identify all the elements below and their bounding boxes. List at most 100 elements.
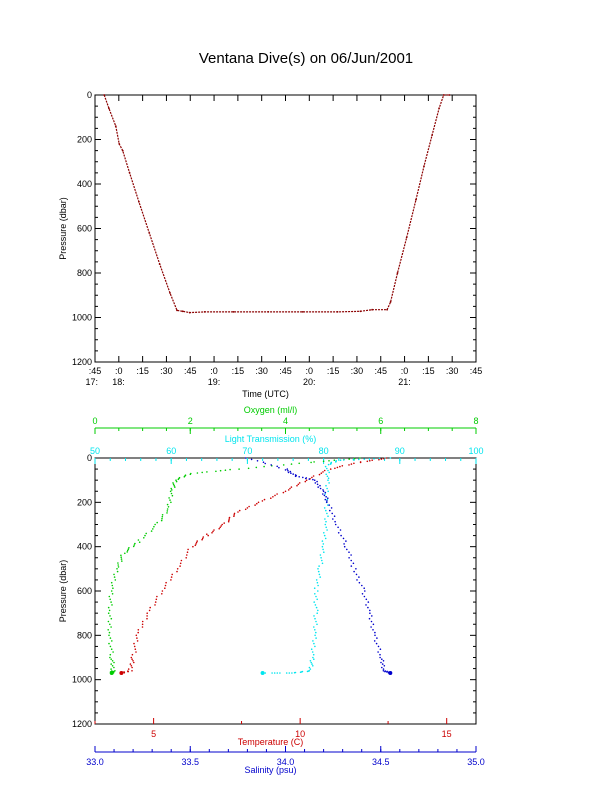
profile-data-point	[195, 543, 197, 545]
profile-data-point	[233, 514, 235, 516]
profile-data-point	[179, 562, 182, 565]
profile-data-point	[314, 593, 316, 595]
profile-data-point	[324, 491, 327, 494]
profile-data-point	[164, 587, 166, 589]
profile-data-point	[150, 530, 153, 532]
profile-data-point	[244, 508, 247, 511]
profile-data-point	[176, 570, 178, 573]
profile-data-point	[175, 480, 178, 483]
axis-tick-label: 5	[151, 729, 156, 739]
profile-data-point	[326, 498, 329, 501]
pressure-data-point	[103, 94, 106, 96]
profile-data-point	[116, 568, 118, 570]
profile-data-point	[227, 520, 230, 523]
profile-data-point	[382, 660, 385, 662]
axis-tick-label: 2	[188, 416, 193, 426]
profile-data-point	[185, 557, 187, 559]
axis-tick-label: 70	[242, 446, 252, 456]
profile-data-point	[168, 497, 170, 499]
profile-data-point	[308, 666, 311, 669]
profile-data-point	[164, 584, 167, 587]
profile-data-point	[233, 515, 235, 517]
profile-data-point	[378, 458, 380, 461]
profile-data-point	[321, 545, 324, 548]
profile-data-point	[343, 543, 345, 545]
profile-data-point	[110, 668, 112, 670]
profile-data-point	[136, 640, 139, 642]
profile-data-point	[126, 551, 128, 553]
profile-data-point	[327, 497, 329, 500]
profile-data-point	[371, 615, 373, 617]
profile-data-point	[325, 496, 327, 498]
profile-data-point	[311, 651, 314, 653]
axis-tick-label: 15	[442, 729, 452, 739]
profile-data-point	[322, 471, 324, 473]
profile-data-point	[221, 523, 223, 526]
profile-data-point	[291, 672, 293, 674]
profile-data-point	[195, 541, 198, 544]
profile-data-point	[112, 587, 114, 589]
profile-data-point	[136, 637, 138, 639]
profile-data-point	[334, 520, 336, 523]
profile-data-point	[314, 482, 317, 484]
profile-data-point	[328, 460, 330, 462]
profile-data-point	[114, 670, 116, 672]
profile-data-point	[272, 496, 274, 498]
profile-data-point	[312, 475, 315, 477]
profile-end-point	[388, 671, 393, 675]
pressure-data-point	[389, 301, 392, 303]
profile-data-point	[131, 666, 133, 669]
profile-data-point	[187, 548, 189, 551]
profile-data-point	[111, 640, 113, 642]
pressure-data-point	[108, 107, 110, 110]
profile-data-point	[262, 461, 265, 464]
profile-data-point	[155, 598, 158, 601]
profile-data-point	[324, 493, 326, 495]
profile-data-point	[134, 648, 137, 650]
profile-data-point	[120, 558, 123, 560]
profile-data-point	[114, 579, 117, 581]
profile-data-point	[109, 623, 111, 626]
profile-data-point	[320, 472, 323, 475]
profile-data-point	[287, 471, 290, 474]
plot1-hour-label: 21:	[398, 377, 411, 387]
profile-data-point	[156, 595, 158, 598]
profile-data-point	[166, 512, 168, 514]
profile-data-point	[279, 672, 281, 674]
profile-data-point	[348, 551, 350, 553]
profile-data-point	[359, 461, 362, 464]
plot1-x-tick-label: :15	[136, 366, 149, 376]
profile-data-point	[273, 672, 276, 674]
profile-data-point	[179, 565, 181, 567]
profile-data-point	[326, 475, 329, 478]
plot2-y-tick-label: 1200	[72, 719, 92, 729]
profile-data-point	[133, 544, 136, 546]
profile-data-point	[336, 466, 339, 469]
profile-data-point	[133, 645, 136, 648]
profile-data-point	[292, 473, 295, 475]
profile-data-point	[313, 626, 315, 628]
profile-data-point	[310, 661, 313, 664]
profile-data-point	[353, 462, 355, 465]
plot1-x-axis-label: Time (UTC)	[242, 389, 289, 399]
axis-tick-label: 100	[468, 446, 483, 456]
profile-data-point	[270, 464, 273, 466]
profile-data-point	[317, 609, 319, 612]
profile-data-point	[143, 537, 145, 539]
profile-data-point	[319, 484, 321, 487]
profile-data-point	[322, 489, 324, 491]
profile-data-point	[377, 645, 380, 648]
pressure-data-point	[158, 263, 161, 265]
profile-data-point	[213, 529, 215, 531]
profile-data-point	[321, 540, 324, 542]
profile-data-point	[206, 533, 208, 535]
profile-data-point	[109, 637, 112, 639]
profile-data-point	[154, 523, 156, 526]
plot1-frame	[94, 94, 477, 363]
profile-data-point	[381, 658, 383, 660]
profile-data-point	[287, 489, 290, 491]
profile-data-point	[372, 629, 374, 631]
profile-data-point	[170, 487, 172, 490]
profile-data-point	[263, 465, 265, 468]
profile-data-point	[306, 670, 309, 673]
